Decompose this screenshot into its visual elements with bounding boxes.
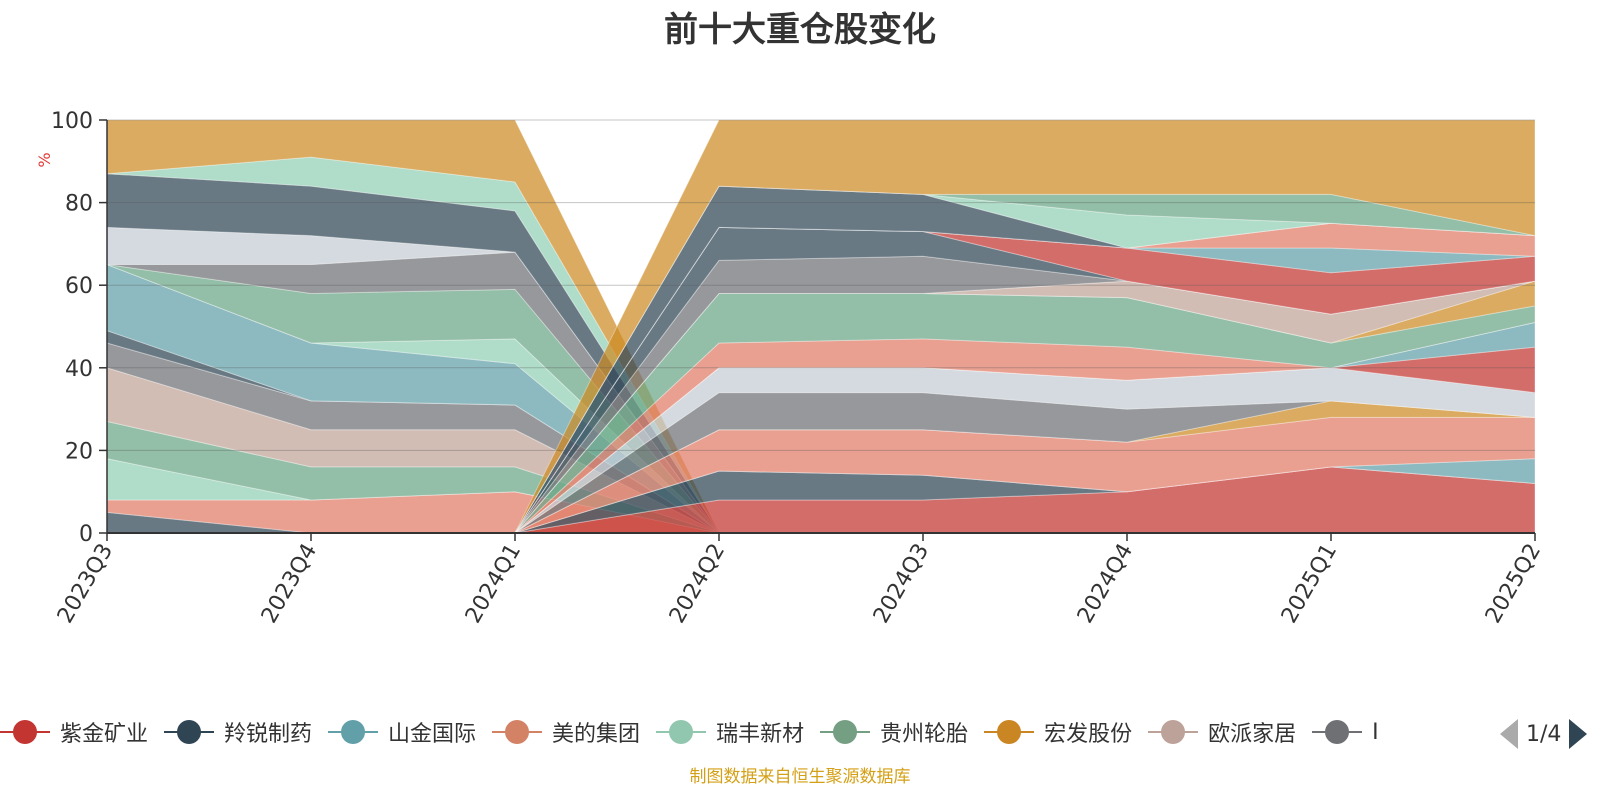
legend-label: 欧派家居 xyxy=(1208,722,1297,747)
legend-swatch-icon xyxy=(820,719,871,745)
legend-item[interactable]: 宏发股份 xyxy=(984,716,1132,748)
y-axis-unit-label: % xyxy=(35,152,54,167)
legend-item[interactable]: 贵州轮胎 xyxy=(820,716,968,748)
legend-page-indicator: 1/4 xyxy=(1526,721,1562,747)
y-tick-label: 20 xyxy=(65,439,93,464)
legend: 紫金矿业 羚锐制药 山金国际 美的集团 瑞丰新材 贵州轮胎 宏发股份 欧派家居 I xyxy=(0,716,1470,752)
y-tick-label: 40 xyxy=(65,357,93,382)
legend-prev-arrow-icon[interactable] xyxy=(1500,719,1518,749)
data-source-note: 制图数据来自恒生聚源数据库 xyxy=(689,767,911,787)
legend-next-arrow-icon[interactable] xyxy=(1569,719,1588,749)
y-tick-label: 80 xyxy=(65,192,93,217)
x-tick-label: 2025Q1 xyxy=(1277,540,1342,628)
legend-label: 瑞丰新材 xyxy=(716,722,805,747)
area-band-36 xyxy=(107,119,1536,534)
legend-swatch-icon xyxy=(328,719,379,745)
legend-item[interactable]: 山金国际 xyxy=(328,716,476,748)
x-tick-label: 2024Q1 xyxy=(461,540,526,628)
legend-item[interactable]: 羚锐制药 xyxy=(164,716,312,748)
legend-label: 紫金矿业 xyxy=(60,722,149,747)
y-tick-label: 100 xyxy=(51,109,93,134)
legend-label: I xyxy=(1372,719,1379,745)
legend-label: 宏发股份 xyxy=(1044,722,1133,747)
x-tick-label: 2023Q3 xyxy=(53,540,118,628)
legend-swatch-icon xyxy=(0,719,50,745)
chart-title: 前十大重仓股变化 xyxy=(664,10,936,50)
legend-label: 美的集团 xyxy=(552,722,641,747)
legend-label: 贵州轮胎 xyxy=(880,722,969,747)
stacked-area-chart: 0 20 40 60 80 100 2023Q3 2023Q4 2024Q1 2024Q2 2024… xyxy=(35,109,1546,628)
y-tick-label: 60 xyxy=(65,274,93,299)
legend-swatch-icon xyxy=(656,719,707,745)
legend-label: 羚锐制药 xyxy=(224,722,313,747)
legend-pager: 1/4 xyxy=(1500,718,1588,750)
legend-swatch-icon xyxy=(1148,719,1199,745)
legend-swatch-icon xyxy=(492,719,543,745)
legend-item[interactable]: 欧派家居 xyxy=(1148,716,1296,748)
legend-item[interactable]: 美的集团 xyxy=(492,716,640,748)
legend-item[interactable]: I xyxy=(1312,719,1379,745)
legend-swatch-icon xyxy=(984,719,1035,745)
area-bands xyxy=(106,119,1536,534)
legend-swatch-icon xyxy=(164,719,215,745)
y-tick-label: 0 xyxy=(79,522,93,547)
legend-item[interactable]: 紫金矿业 xyxy=(0,716,148,748)
x-tick-label: 2024Q4 xyxy=(1073,540,1138,628)
legend-label: 山金国际 xyxy=(388,722,477,747)
x-tick-label: 2024Q3 xyxy=(869,540,934,628)
legend-item[interactable]: 瑞丰新材 xyxy=(656,716,804,748)
x-tick-label: 2023Q4 xyxy=(257,540,322,628)
x-tick-label: 2024Q2 xyxy=(665,540,730,628)
x-tick-label: 2025Q2 xyxy=(1481,540,1546,628)
legend-swatch-icon xyxy=(1312,719,1363,745)
